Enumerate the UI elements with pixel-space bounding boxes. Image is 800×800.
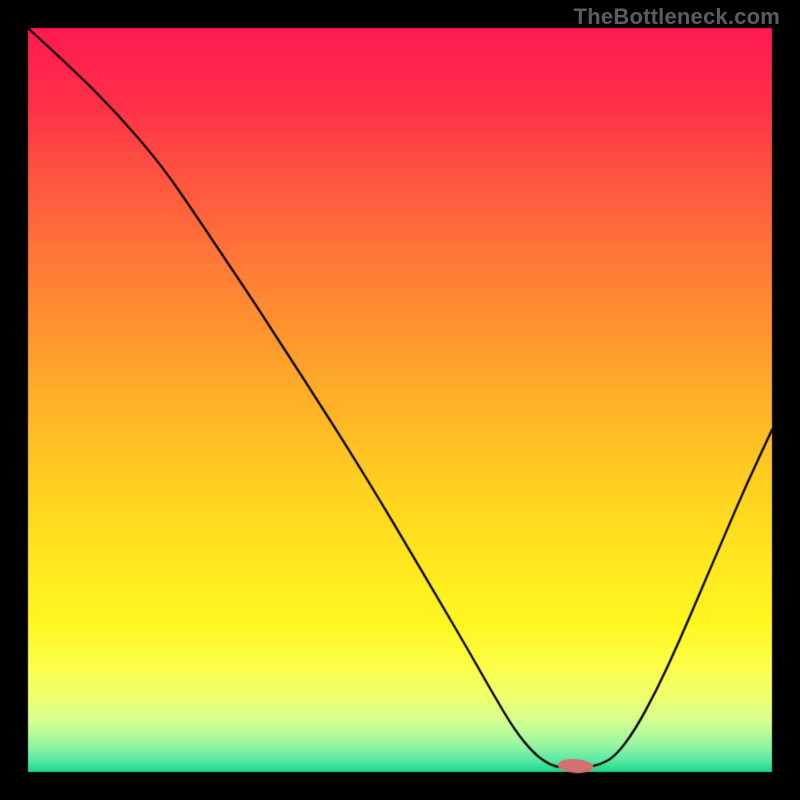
watermark-text: TheBottleneck.com <box>574 4 780 30</box>
chart-container: TheBottleneck.com <box>0 0 800 800</box>
bottleneck-chart-canvas <box>0 0 800 800</box>
